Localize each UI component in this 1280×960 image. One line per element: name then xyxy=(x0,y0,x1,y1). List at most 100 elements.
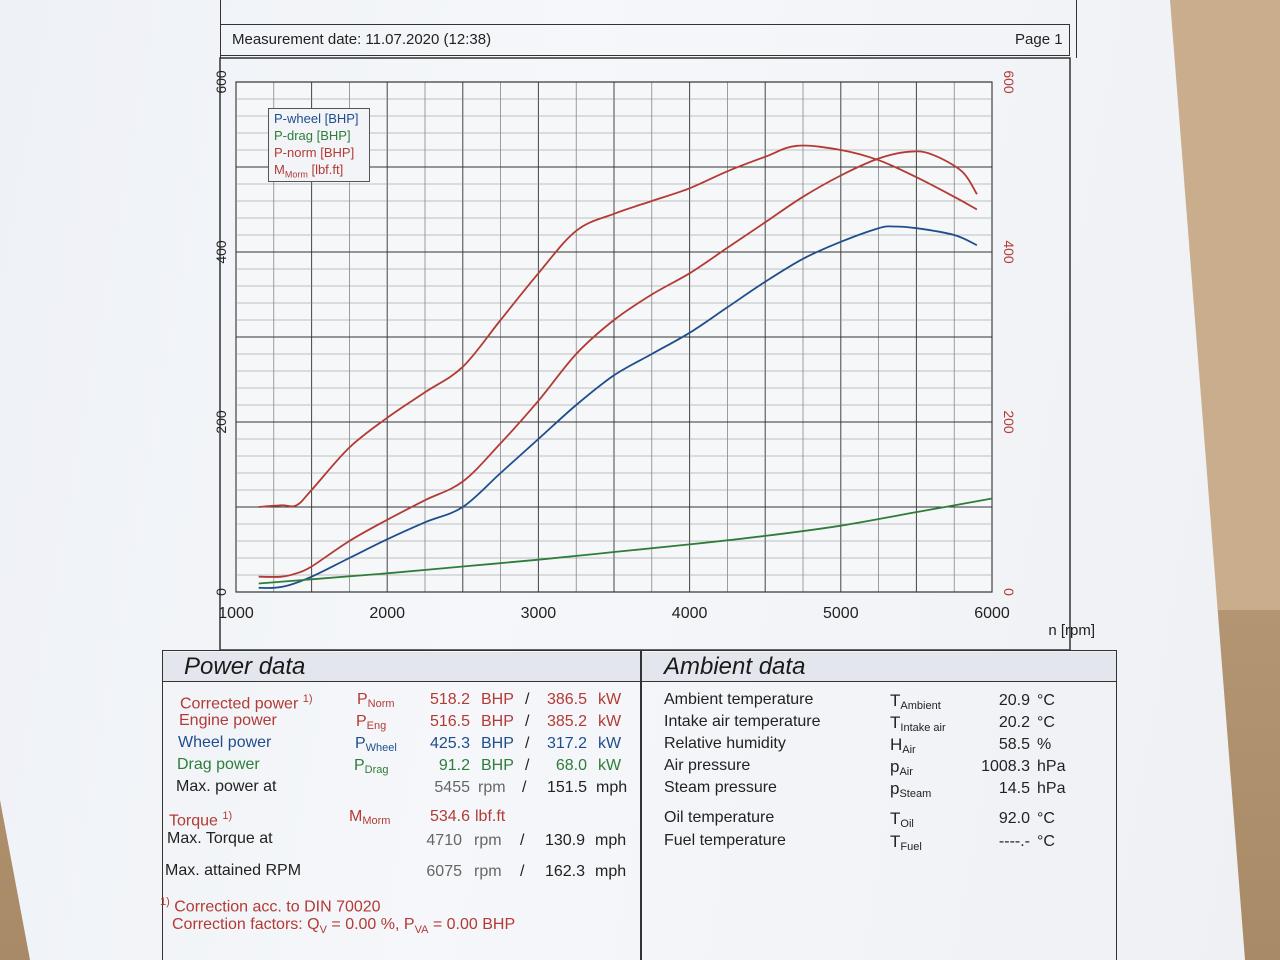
chart-legend: P-wheel [BHP] P-drag [BHP] P-norm [BHP] … xyxy=(268,108,370,182)
ambient-row-value: 1008.3 xyxy=(981,758,1030,775)
max-torque-speed: 130.9 xyxy=(544,832,585,849)
power-row-value2: 68.0 xyxy=(555,757,587,774)
max-rpm-speed: 162.3 xyxy=(544,863,585,880)
ambient-row-label: Fuel temperature xyxy=(664,832,786,849)
power-row-sep: / xyxy=(525,735,530,752)
x-tick-label: 3000 xyxy=(521,605,557,622)
power-row-label: Max. power at xyxy=(176,778,277,795)
torque-symbol: MMorm xyxy=(349,808,391,827)
max-rpm-value: 6075 xyxy=(426,863,462,880)
y-left-tick-label: 400 xyxy=(213,240,229,264)
power-row-symbol: PNorm xyxy=(357,691,395,710)
ambient-row-unit: °C xyxy=(1037,714,1055,731)
power-row-symbol: PWheel xyxy=(355,735,397,754)
ambient-row-unit: % xyxy=(1037,736,1052,753)
data-panels xyxy=(162,650,1117,960)
y-right-tick-label: 600 xyxy=(1001,70,1017,94)
ambient-row-symbol: pSteam xyxy=(890,779,932,801)
power-row-unit: BHP xyxy=(481,691,514,708)
ambient-row-label: Air pressure xyxy=(664,757,751,774)
ambient-data-title: Ambient data xyxy=(664,653,806,680)
torque-label: Torque 1) xyxy=(169,810,233,830)
ambient-row-symbol: pAir xyxy=(890,757,913,779)
ambient-row-label: Steam pressure xyxy=(664,779,777,796)
max-rpm-sep: / xyxy=(520,863,525,880)
ambient-title-bar xyxy=(641,652,1116,682)
series-line-0 xyxy=(258,225,978,589)
power-row-sep: / xyxy=(525,713,530,730)
power-row-sep: / xyxy=(525,757,530,774)
ambient-row-symbol: TIntake air xyxy=(890,713,946,735)
power-row-sep: / xyxy=(525,691,530,708)
torque-unit: lbf.ft xyxy=(475,808,506,825)
power-row-value2: 151.5 xyxy=(546,779,587,796)
power-row-value: 518.2 xyxy=(429,691,470,708)
footnote: 1) Correction acc. to DIN 70020 xyxy=(160,896,381,916)
ambient-row-unit: °C xyxy=(1037,810,1055,827)
ambient-row-symbol: TAmbient xyxy=(890,691,941,713)
ambient-row-value: ----.- xyxy=(998,833,1030,850)
ambient-row-label: Relative humidity xyxy=(664,735,786,752)
power-row-label: Engine power xyxy=(179,712,277,729)
ambient-row-label: Ambient temperature xyxy=(664,691,814,708)
y-left-tick-label: 0 xyxy=(213,588,229,596)
x-tick-label: 4000 xyxy=(672,605,708,622)
power-row-symbol: PEng xyxy=(356,713,387,732)
power-row-label: Corrected power 1) xyxy=(180,693,313,713)
series-line-2 xyxy=(258,150,978,578)
power-row-value: 425.3 xyxy=(429,735,470,752)
x-tick-label: 1000 xyxy=(218,605,254,622)
max-torque-rpm-unit: rpm xyxy=(474,832,502,849)
power-title-bar xyxy=(163,652,640,682)
ambient-row-value: 14.5 xyxy=(998,780,1030,797)
series-line-3 xyxy=(258,144,978,508)
power-row-label: Drag power xyxy=(177,756,260,773)
power-row-unit2: kW xyxy=(598,691,622,708)
power-row-value2: 317.2 xyxy=(546,735,587,752)
power-row-symbol: PDrag xyxy=(354,757,389,776)
legend-drag: P-drag [BHP] xyxy=(274,128,351,143)
ambient-row-unit: hPa xyxy=(1037,780,1066,797)
power-row-value: 91.2 xyxy=(438,757,470,774)
power-row-sep: / xyxy=(522,779,527,796)
ambient-row-unit: hPa xyxy=(1037,758,1066,775)
max-rpm-label: Max. attained RPM xyxy=(165,862,302,879)
y-right-tick-label: 0 xyxy=(1001,588,1017,596)
max-torque-sep: / xyxy=(520,832,525,849)
power-row-unit: BHP xyxy=(481,713,514,730)
series-line-1 xyxy=(258,497,993,585)
x-tick-label: 6000 xyxy=(974,605,1010,622)
y-right-tick-label: 200 xyxy=(1001,410,1017,434)
panel-divider xyxy=(640,650,642,960)
power-row-label: Wheel power xyxy=(178,734,272,751)
legend-wheel: P-wheel [BHP] xyxy=(274,111,359,126)
ambient-row-label: Oil temperature xyxy=(664,809,775,826)
power-data-title: Power data xyxy=(184,653,306,680)
ambient-row-unit: °C xyxy=(1037,833,1055,850)
max-rpm-unit: rpm xyxy=(474,863,502,880)
measurement-date: Measurement date: 11.07.2020 (12:38) xyxy=(232,31,492,48)
power-row-value2: 386.5 xyxy=(546,691,587,708)
power-row-unit2: mph xyxy=(596,779,628,796)
torque-value: 534.6 xyxy=(429,808,470,825)
power-row-unit2: kW xyxy=(598,757,622,774)
y-right-tick-label: 400 xyxy=(1001,240,1017,264)
ambient-row-value: 92.0 xyxy=(998,810,1030,827)
power-row-unit: rpm xyxy=(478,779,506,796)
ambient-row-symbol: TOil xyxy=(890,809,914,831)
power-row-unit2: kW xyxy=(598,735,622,752)
ambient-row-symbol: HAir xyxy=(890,735,916,757)
header-box xyxy=(220,24,1070,56)
max-torque-label: Max. Torque at xyxy=(167,830,273,847)
page-number: Page 1 xyxy=(1015,31,1063,48)
ambient-row-unit: °C xyxy=(1037,692,1055,709)
max-rpm-speed-unit: mph xyxy=(595,863,627,880)
correction-factors: Correction factors: QV = 0.00 %, PVA = 0… xyxy=(172,916,516,937)
power-row-unit2: kW xyxy=(598,713,622,730)
power-row-unit: BHP xyxy=(481,735,514,752)
ambient-row-symbol: TFuel xyxy=(890,832,922,854)
x-axis-label: n [rpm] xyxy=(1048,622,1095,639)
power-row-unit: BHP xyxy=(481,757,514,774)
legend-norm: P-norm [BHP] xyxy=(274,145,355,160)
ambient-row-value: 20.9 xyxy=(998,692,1030,709)
